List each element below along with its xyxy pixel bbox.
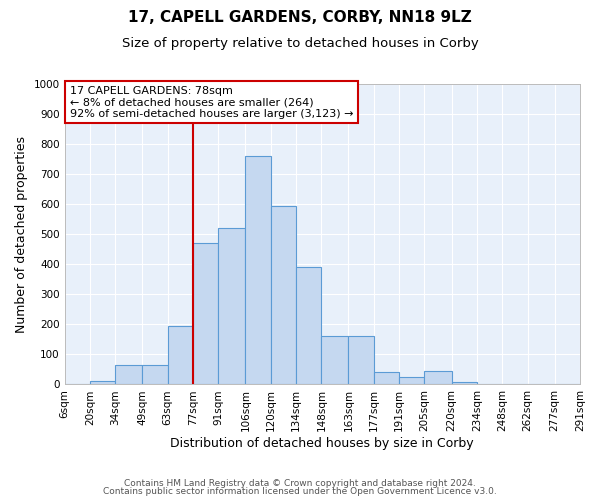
Bar xyxy=(296,268,322,384)
Bar xyxy=(322,336,349,384)
Bar xyxy=(349,336,374,384)
Bar xyxy=(245,156,271,384)
Text: 17, CAPELL GARDENS, CORBY, NN18 9LZ: 17, CAPELL GARDENS, CORBY, NN18 9LZ xyxy=(128,10,472,25)
Bar xyxy=(90,380,115,384)
Y-axis label: Number of detached properties: Number of detached properties xyxy=(15,136,28,332)
Bar xyxy=(374,372,399,384)
Text: Size of property relative to detached houses in Corby: Size of property relative to detached ho… xyxy=(122,38,478,51)
Bar xyxy=(115,365,142,384)
Bar xyxy=(452,382,477,384)
Bar xyxy=(193,243,218,384)
Bar xyxy=(271,206,296,384)
X-axis label: Distribution of detached houses by size in Corby: Distribution of detached houses by size … xyxy=(170,437,474,450)
Bar xyxy=(167,326,193,384)
Bar xyxy=(142,365,167,384)
Text: Contains public sector information licensed under the Open Government Licence v3: Contains public sector information licen… xyxy=(103,487,497,496)
Text: Contains HM Land Registry data © Crown copyright and database right 2024.: Contains HM Land Registry data © Crown c… xyxy=(124,478,476,488)
Bar xyxy=(424,371,452,384)
Bar xyxy=(399,377,424,384)
Text: 17 CAPELL GARDENS: 78sqm
← 8% of detached houses are smaller (264)
92% of semi-d: 17 CAPELL GARDENS: 78sqm ← 8% of detache… xyxy=(70,86,353,118)
Bar xyxy=(218,228,245,384)
